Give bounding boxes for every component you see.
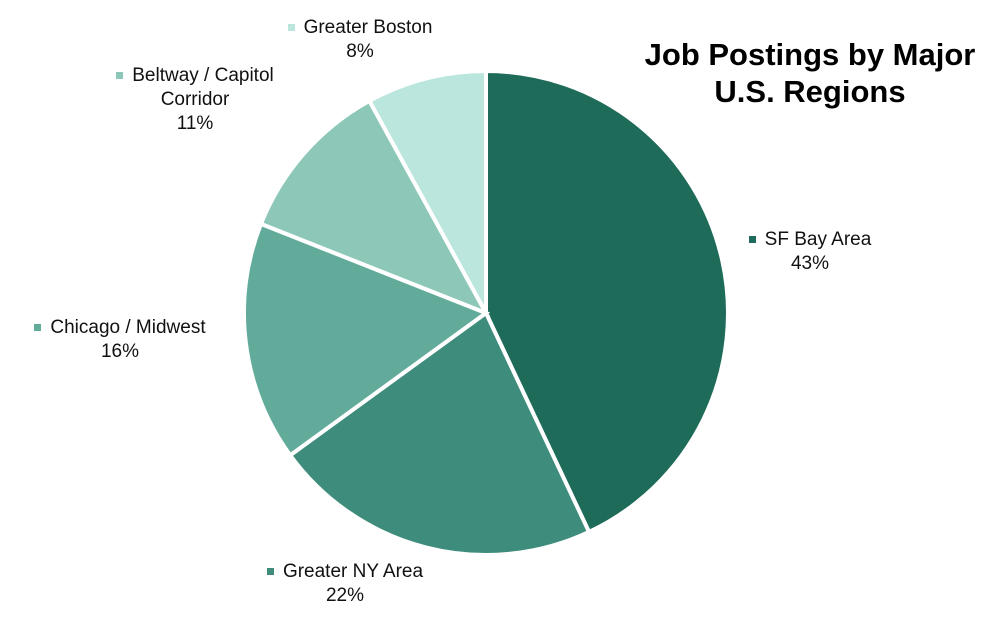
pie-slice (258, 98, 491, 317)
category-label: Greater NY Area (282, 561, 424, 582)
slice-label: Chicago / Midwest 16% (0, 316, 240, 364)
value-label: 8% (346, 41, 374, 62)
label-name-line: Chicago / Midwest (0, 316, 240, 340)
category-label: Greater Boston (303, 17, 433, 38)
legend-marker (34, 324, 42, 332)
slice-label: SF Bay Area 43% (700, 228, 920, 276)
pie-slice (287, 309, 592, 557)
category-label: Chicago / Midwest (50, 317, 206, 338)
value-label: 11% (176, 113, 214, 134)
legend-marker (116, 72, 124, 80)
pie-slice (484, 68, 730, 535)
value-label: 22% (325, 585, 365, 606)
label-name-line: Greater NY Area (230, 560, 460, 584)
label-name-line: Beltway / Capitol Corridor (90, 64, 300, 112)
pie-slice (366, 68, 488, 314)
legend-marker (748, 236, 756, 244)
value-label: 43% (790, 253, 830, 274)
category-label: SF Bay Area (764, 229, 872, 250)
slice-label: Beltway / Capitol Corridor 11% (90, 64, 300, 136)
slice-label: Greater Boston 8% (250, 16, 470, 64)
slice-label: Greater NY Area 22% (230, 560, 460, 608)
legend-marker (266, 568, 274, 576)
label-name-line: Greater Boston (250, 16, 470, 40)
pie-slice (242, 221, 491, 459)
chart-title: Job Postings by Major U.S. Regions (644, 37, 976, 109)
category-label: Beltway / Capitol Corridor (132, 65, 274, 110)
label-name-line: SF Bay Area (700, 228, 920, 252)
legend-marker (287, 24, 295, 32)
value-label: 16% (100, 341, 140, 362)
